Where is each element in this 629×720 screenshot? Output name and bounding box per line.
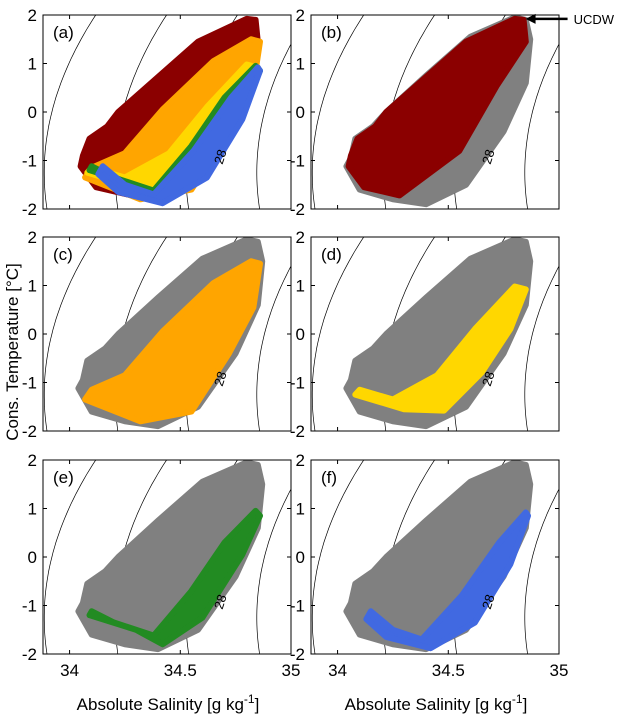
grey-data-cloud <box>343 237 534 430</box>
y-tick-label: -2 <box>22 422 37 441</box>
isopycnal-line <box>524 265 559 431</box>
x-axis-label-left: Absolute Salinity [g kg-1] <box>77 692 260 714</box>
grey-data-cloud <box>75 460 266 653</box>
blue-water-mass <box>363 509 531 652</box>
y-tick-label: 0 <box>296 325 305 344</box>
isopycnal-line <box>524 488 559 654</box>
y-tick-label: 2 <box>28 451 37 470</box>
y-tick-label: -2 <box>290 200 305 219</box>
x-tick-label: 35 <box>550 661 569 680</box>
y-tick-label: 1 <box>296 500 305 519</box>
y-tick-label: -2 <box>290 645 305 664</box>
x-axis-label-right: Absolute Salinity [g kg-1] <box>345 692 528 714</box>
ucdw-arrow-head <box>525 13 536 24</box>
y-tick-label: 2 <box>28 228 37 247</box>
panel-label: (f) <box>321 468 337 487</box>
panel-c: 28 2 1 0 -1 -2 (c) <box>22 228 292 441</box>
y-tick-label: -2 <box>290 422 305 441</box>
y-tick-label: 1 <box>28 55 37 74</box>
y-tick-label: -1 <box>290 374 305 393</box>
isopycnal-label: 28 <box>479 369 498 387</box>
y-tick-label: 1 <box>28 500 37 519</box>
isopycnal-line <box>256 265 291 431</box>
isopycnal-label: 28 <box>211 369 230 387</box>
x-tick-label: 34 <box>328 661 347 680</box>
isopycnal-line <box>43 15 97 209</box>
isopycnal-label: 28 <box>211 592 230 610</box>
y-tick-label: 2 <box>296 228 305 247</box>
isopycnal-line <box>311 15 365 209</box>
isopycnal-line <box>524 43 559 209</box>
yellow-water-mass <box>352 283 529 414</box>
panel-label: (c) <box>53 245 73 264</box>
y-tick-label: 1 <box>296 55 305 74</box>
y-tick-label: -1 <box>22 597 37 616</box>
panel-label: (b) <box>321 23 342 42</box>
panel-e: 28 2 1 0 -1 -2 34 34.5 35 (e) <box>22 451 301 680</box>
y-tick-label: 2 <box>296 6 305 25</box>
panel-label: (d) <box>321 245 342 264</box>
panel-label: (a) <box>53 23 74 42</box>
panel-d: 28 2 1 0 -1 -2 (d) <box>290 228 560 441</box>
isopycnal-line <box>43 237 97 431</box>
y-tick-label: 0 <box>296 103 305 122</box>
panel-a: 28 2 1 0 -1 -2 (a) <box>22 6 292 219</box>
isopycnal-label: 28 <box>211 147 230 165</box>
darkred-water-mass <box>345 15 529 199</box>
y-tick-label: 0 <box>28 325 37 344</box>
x-tick-label: 34.5 <box>164 661 197 680</box>
panel-b: 28 2 1 0 -1 -2 (b) <box>290 6 560 219</box>
x-tick-label: 34.5 <box>432 661 465 680</box>
panel-f: 28 2 1 0 -1 -2 34 34.5 35 (f) <box>290 451 569 680</box>
ucdw-annotation: UCDW <box>574 12 615 27</box>
y-tick-label: -1 <box>22 152 37 171</box>
y-tick-label: 0 <box>28 548 37 567</box>
orange-water-mass <box>82 258 263 425</box>
isopycnal-line <box>256 43 291 209</box>
y-tick-label: 2 <box>28 6 37 25</box>
isopycnal-line <box>311 460 365 654</box>
y-axis-label: Cons. Temperature [°C] <box>3 263 22 441</box>
y-tick-label: 2 <box>296 451 305 470</box>
x-tick-label: 34 <box>60 661 79 680</box>
panel-label: (e) <box>53 468 74 487</box>
y-tick-label: -1 <box>22 374 37 393</box>
y-tick-label: -2 <box>22 200 37 219</box>
isopycnal-line <box>256 488 291 654</box>
isopycnal-line <box>311 237 365 431</box>
blue-water-mass <box>95 64 263 207</box>
y-tick-label: 0 <box>296 548 305 567</box>
y-tick-label: 1 <box>296 277 305 296</box>
y-tick-label: -2 <box>22 645 37 664</box>
green-water-mass <box>86 507 263 648</box>
y-tick-label: 0 <box>28 103 37 122</box>
y-tick-label: -1 <box>290 152 305 171</box>
isopycnal-label: 28 <box>479 147 498 165</box>
x-tick-label: 35 <box>282 661 301 680</box>
isopycnal-line <box>43 460 97 654</box>
y-tick-label: 1 <box>28 277 37 296</box>
isopycnal-label: 28 <box>479 592 498 610</box>
y-tick-label: -1 <box>290 597 305 616</box>
